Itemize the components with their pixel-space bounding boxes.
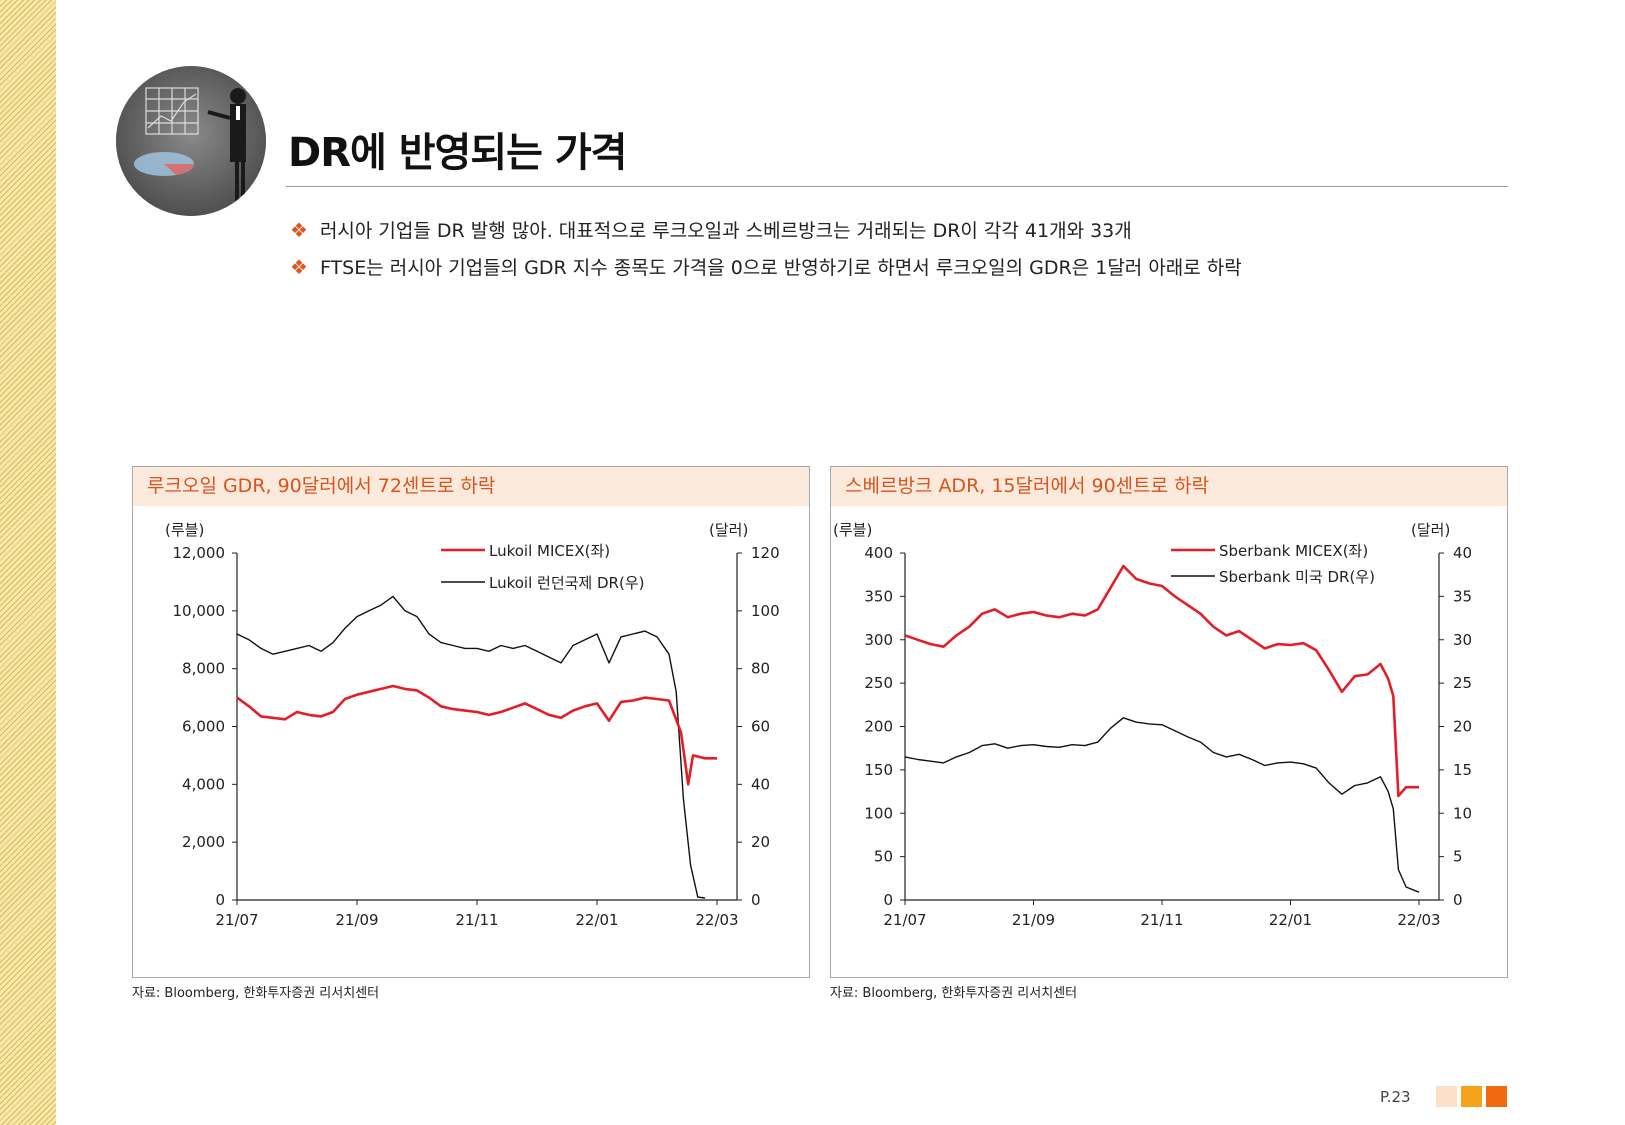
source-note-lukoil: 자료: Bloomberg, 한화투자증권 리서치센터 — [132, 986, 380, 1001]
x-tick-label: 21/11 — [1140, 911, 1183, 929]
x-tick-label: 21/11 — [455, 911, 498, 929]
left-unit-label: (루블) — [833, 521, 872, 539]
left-tick-label: 10,000 — [173, 602, 226, 620]
left-tick-label: 0 — [883, 891, 893, 909]
bullet-item-1: ❖ 러시아 기업들 DR 발행 많아. 대표적으로 루크오일과 스베르방크는 거래… — [290, 216, 1132, 243]
left-tick-label: 400 — [864, 544, 893, 562]
right-tick-label: 40 — [751, 775, 770, 793]
diamond-bullet-icon: ❖ — [290, 218, 308, 242]
left-tick-label: 4,000 — [182, 775, 225, 793]
page-number: P.23 — [1380, 1088, 1411, 1106]
left-tick-label: 300 — [864, 631, 893, 649]
series-line-red — [236, 684, 717, 786]
chart-lukoil: (루블) (달러) 0 2,000 4,000 6,000 8,000 10,000 12,00… — [165, 521, 780, 929]
bullet-text-1: 러시아 기업들 DR 발행 많아. 대표적으로 루크오일과 스베르방크는 거래되… — [319, 220, 1132, 242]
right-tick-label: 80 — [751, 660, 770, 678]
chart-title-sberbank: 스베르방크 ADR, 15달러에서 90센트로 하락 — [831, 467, 1507, 506]
right-tick-label: 120 — [751, 544, 780, 562]
left-tick-label: 100 — [864, 804, 893, 822]
left-tick-label: 0 — [215, 891, 225, 909]
legend-label: Sberbank MICEX(좌) — [1219, 542, 1368, 560]
right-tick-label: 0 — [751, 891, 761, 909]
left-tick-label: 6,000 — [182, 718, 225, 736]
right-tick-label: 30 — [1453, 631, 1472, 649]
page-square-light — [1436, 1086, 1457, 1107]
left-tick-label: 350 — [864, 587, 893, 605]
left-unit-label: (루블) — [165, 521, 204, 539]
bullet-item-2: ❖ FTSE는 러시아 기업들의 GDR 지수 종목도 가격을 0으로 반영하기로… — [290, 253, 1242, 280]
chart-title-lukoil: 루크오일 GDR, 90달러에서 72센트로 하락 — [133, 467, 809, 506]
right-tick-label: 40 — [1453, 544, 1472, 562]
presenter-logo-image — [116, 66, 266, 216]
left-tick-label: 250 — [864, 674, 893, 692]
bullet-text-2: FTSE는 러시아 기업들의 GDR 지수 종목도 가격을 0으로 반영하기로 … — [319, 257, 1242, 279]
x-tick-label: 22/01 — [1269, 911, 1312, 929]
right-tick-label: 0 — [1453, 891, 1463, 909]
title-divider — [286, 186, 1508, 187]
left-tick-label: 200 — [864, 718, 893, 736]
right-tick-label: 10 — [1453, 804, 1472, 822]
right-tick-label: 15 — [1453, 761, 1472, 779]
left-tick-label: 2,000 — [182, 833, 225, 851]
chart-panel-sberbank: 스베르방크 ADR, 15달러에서 90센트로 하락 (루블) (달러) 0 50 10… — [830, 466, 1508, 978]
x-tick-label: 21/07 — [215, 911, 258, 929]
chart-sberbank: (루블) (달러) 0 50 100 150 200 250 300 350 400 0 5 10 15 20… — [833, 521, 1472, 929]
right-tick-label: 20 — [751, 833, 770, 851]
left-tick-label: 150 — [864, 761, 893, 779]
source-note-sberbank: 자료: Bloomberg, 한화투자증권 리서치센터 — [830, 986, 1078, 1001]
right-unit-label: (달러) — [709, 521, 748, 539]
left-tick-label: 12,000 — [173, 544, 226, 562]
left-tick-label: 50 — [874, 848, 893, 866]
legend-label: Lukoil MICEX(좌) — [489, 542, 610, 560]
presenter-illustration-icon — [116, 66, 266, 216]
x-tick-label: 22/03 — [1397, 911, 1440, 929]
left-tick-label: 8,000 — [182, 660, 225, 678]
legend-label: Sberbank 미국 DR(우) — [1219, 568, 1375, 586]
series-line-black — [904, 717, 1420, 893]
diamond-bullet-icon: ❖ — [290, 255, 308, 279]
series-line-red — [904, 564, 1419, 798]
x-tick-label: 21/07 — [883, 911, 926, 929]
side-pattern-strip — [0, 0, 56, 1125]
legend-label: Lukoil 런던국제 DR(우) — [489, 574, 644, 592]
right-tick-label: 20 — [1453, 718, 1472, 736]
series-line-black — [236, 595, 706, 899]
page-square-dark — [1486, 1086, 1507, 1107]
x-tick-label: 22/03 — [695, 911, 738, 929]
page-title: DR에 반영되는 가격 — [288, 130, 627, 176]
x-tick-label: 21/09 — [1012, 911, 1055, 929]
right-tick-label: 100 — [751, 602, 780, 620]
right-unit-label: (달러) — [1411, 521, 1450, 539]
x-tick-label: 22/01 — [575, 911, 618, 929]
right-tick-label: 5 — [1453, 848, 1463, 866]
chart-panel-lukoil: 루크오일 GDR, 90달러에서 72센트로 하락 (루블) (달러) 0 2,000… — [132, 466, 810, 978]
right-tick-label: 25 — [1453, 674, 1472, 692]
right-tick-label: 60 — [751, 718, 770, 736]
page-square-mid — [1461, 1086, 1482, 1107]
right-tick-label: 35 — [1453, 587, 1472, 605]
x-tick-label: 21/09 — [335, 911, 378, 929]
